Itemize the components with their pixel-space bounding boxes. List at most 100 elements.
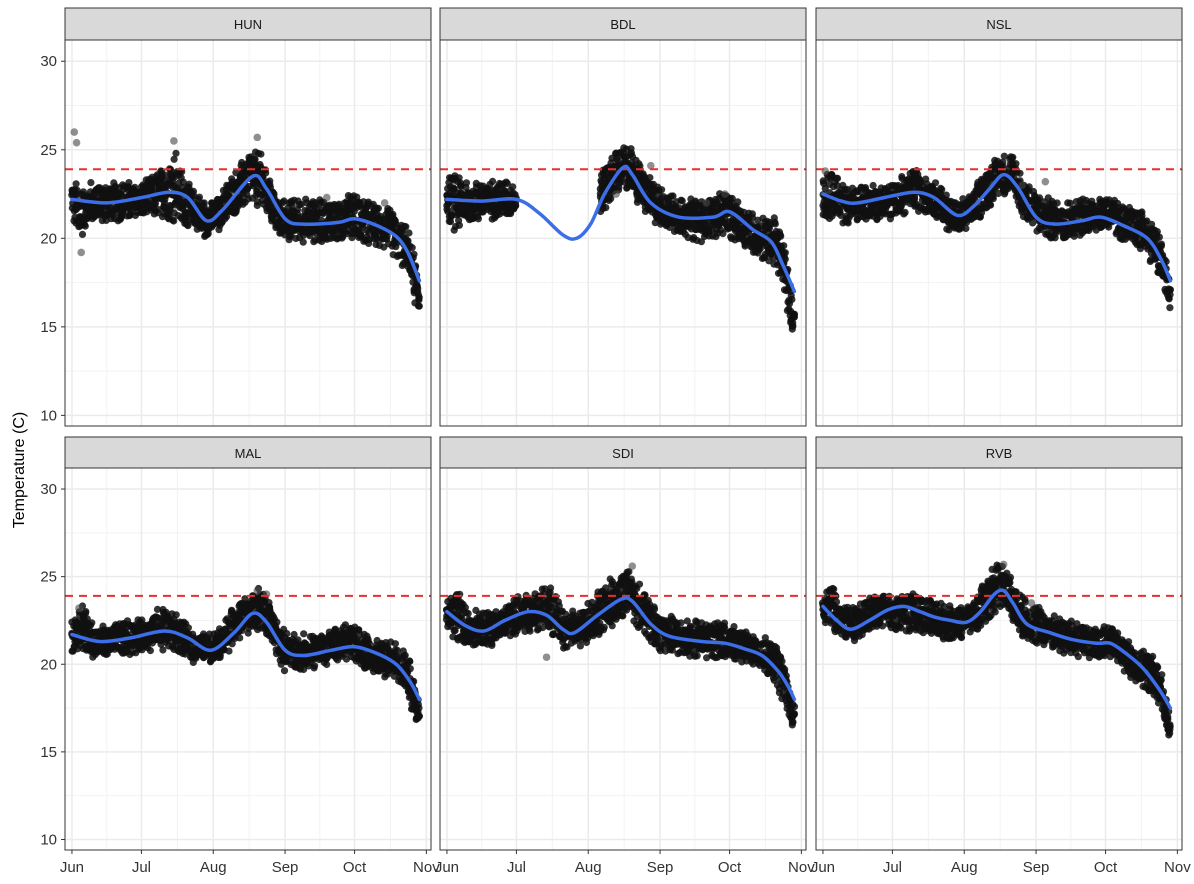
smooth-line	[445, 164, 797, 294]
outlier-point	[1041, 177, 1050, 186]
data-point	[734, 198, 742, 206]
data-point	[195, 193, 203, 201]
data-point	[1029, 219, 1037, 227]
data-point	[87, 179, 95, 187]
data-point	[1155, 233, 1163, 241]
data-point	[405, 229, 413, 237]
data-point	[1138, 208, 1146, 216]
data-point	[455, 221, 463, 229]
data-point	[474, 215, 482, 223]
data-point	[728, 194, 736, 203]
data-point	[179, 178, 187, 186]
panel-strip-label: HUN	[234, 17, 262, 32]
y-tick-label: 25	[40, 142, 57, 159]
smooth-line	[70, 173, 422, 283]
outlier-point	[380, 199, 389, 207]
data-point	[374, 204, 382, 212]
data-point	[1051, 234, 1059, 242]
outlier-point	[612, 190, 620, 198]
panel-bdl: BDL	[439, 7, 807, 427]
data-point	[408, 244, 416, 252]
outlier-point	[77, 248, 86, 257]
panel-strip-label: MAL	[235, 446, 262, 461]
data-point	[615, 183, 623, 191]
data-point	[236, 634, 244, 642]
panel-border	[64, 39, 432, 427]
panel-nsl: NSL	[815, 7, 1183, 427]
data-point	[146, 647, 154, 655]
data-point	[999, 158, 1007, 166]
data-point	[280, 667, 289, 675]
data-point	[170, 217, 178, 225]
data-point	[299, 238, 307, 246]
data-point	[1016, 169, 1024, 177]
data-point	[82, 608, 90, 616]
outlier-point	[322, 193, 331, 202]
data-point	[410, 250, 418, 258]
data-point	[781, 249, 789, 257]
data-point	[987, 201, 995, 209]
data-point	[78, 230, 87, 238]
data-point	[771, 220, 779, 228]
data-point	[833, 181, 841, 189]
data-point	[1166, 304, 1174, 312]
data-point	[415, 302, 423, 310]
data-point	[837, 211, 845, 220]
data-point	[414, 285, 422, 293]
outlier-point	[72, 138, 81, 147]
y-tick-label: 20	[40, 230, 57, 247]
data-point	[415, 293, 423, 301]
y-tick-label: 30	[40, 53, 57, 70]
data-point	[781, 255, 789, 263]
panel-strip-label: BDL	[610, 17, 635, 32]
data-point	[776, 231, 784, 239]
outlier-point	[646, 161, 655, 170]
data-point	[172, 611, 180, 619]
data-point	[365, 239, 373, 247]
panel-strip	[439, 7, 807, 41]
data-point	[509, 183, 517, 191]
data-point	[297, 200, 305, 208]
data-point	[204, 230, 212, 238]
data-point	[251, 155, 259, 163]
data-point	[323, 660, 331, 669]
outlier-point	[170, 137, 178, 145]
data-point	[489, 177, 497, 185]
data-point	[780, 242, 788, 250]
data-point	[185, 180, 193, 188]
panel-strip	[64, 7, 432, 41]
data-point	[833, 174, 842, 182]
data-point	[607, 195, 615, 203]
data-point	[697, 238, 706, 246]
data-point	[462, 179, 471, 187]
data-point	[669, 192, 677, 200]
data-point	[1166, 286, 1174, 294]
data-point	[1053, 199, 1061, 207]
data-point	[402, 223, 410, 231]
data-point	[172, 149, 180, 157]
data-point	[869, 181, 877, 190]
data-point	[719, 230, 727, 238]
data-point	[931, 179, 940, 187]
data-point	[789, 319, 797, 327]
data-point	[602, 204, 610, 212]
data-point	[225, 647, 233, 655]
data-point	[646, 174, 654, 182]
data-point	[184, 624, 192, 632]
outlier-point	[702, 199, 711, 207]
data-point	[1157, 242, 1165, 250]
panel-strip	[815, 7, 1183, 41]
data-point	[189, 187, 198, 195]
data-point	[962, 224, 970, 233]
data-point	[748, 210, 757, 218]
data-point	[257, 150, 265, 158]
data-point	[503, 179, 511, 188]
data-point	[788, 295, 796, 303]
data-point	[901, 208, 909, 216]
data-point	[300, 630, 308, 638]
data-point	[125, 179, 133, 187]
gridlines	[65, 40, 431, 426]
